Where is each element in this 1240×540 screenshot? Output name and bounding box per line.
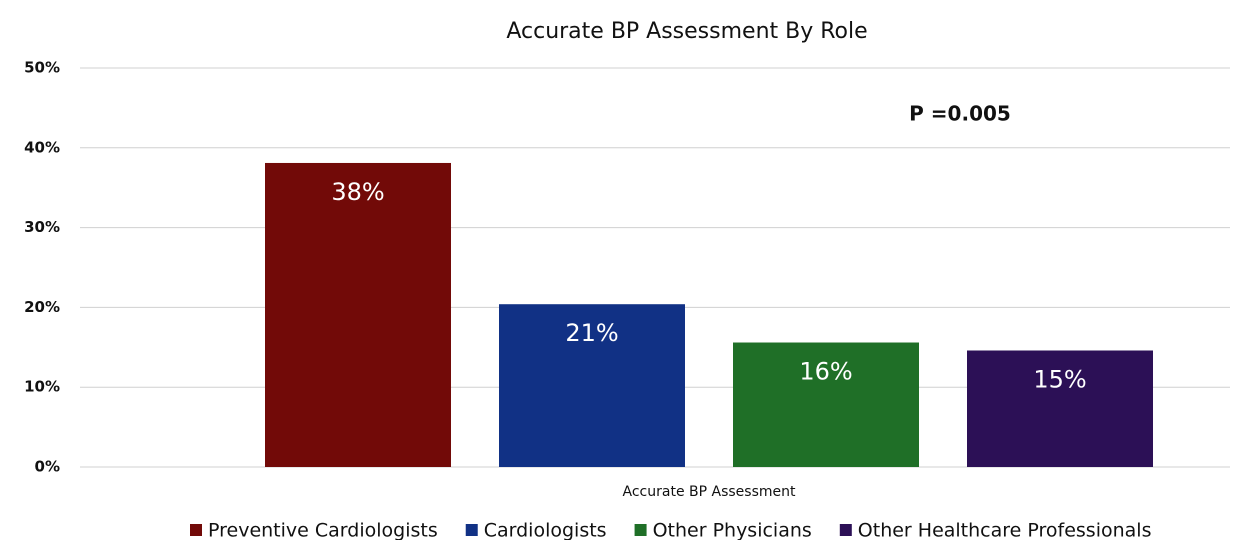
y-tick-label: 10%: [24, 378, 60, 396]
data-label: 16%: [799, 358, 852, 386]
y-tick-label: 0%: [35, 458, 60, 476]
legend-label: Preventive Cardiologists: [208, 520, 438, 540]
legend-label: Other Healthcare Professionals: [858, 520, 1152, 540]
y-tick-label: 20%: [24, 298, 60, 316]
legend-swatch: [839, 524, 852, 536]
chart-title: Accurate BP Assessment By Role: [506, 19, 867, 44]
data-label: 38%: [331, 178, 384, 206]
bar: [733, 342, 919, 467]
y-tick-label: 40%: [24, 138, 60, 156]
y-tick-label: 50%: [24, 59, 60, 77]
bar: [265, 162, 451, 467]
legend-label: Other Physicians: [653, 520, 812, 540]
data-label: 15%: [1033, 365, 1086, 393]
y-tick-label: 30%: [24, 218, 60, 236]
legend-swatch: [634, 524, 647, 536]
legend-swatch: [190, 524, 202, 536]
bar: [967, 350, 1153, 467]
data-label: 21%: [565, 319, 618, 347]
legend-swatch: [465, 524, 478, 536]
annotation: P =0.005: [909, 102, 1011, 126]
bar: [499, 304, 685, 467]
legend-label: Cardiologists: [484, 520, 607, 540]
x-tick-label: Accurate BP Assessment: [623, 484, 796, 500]
